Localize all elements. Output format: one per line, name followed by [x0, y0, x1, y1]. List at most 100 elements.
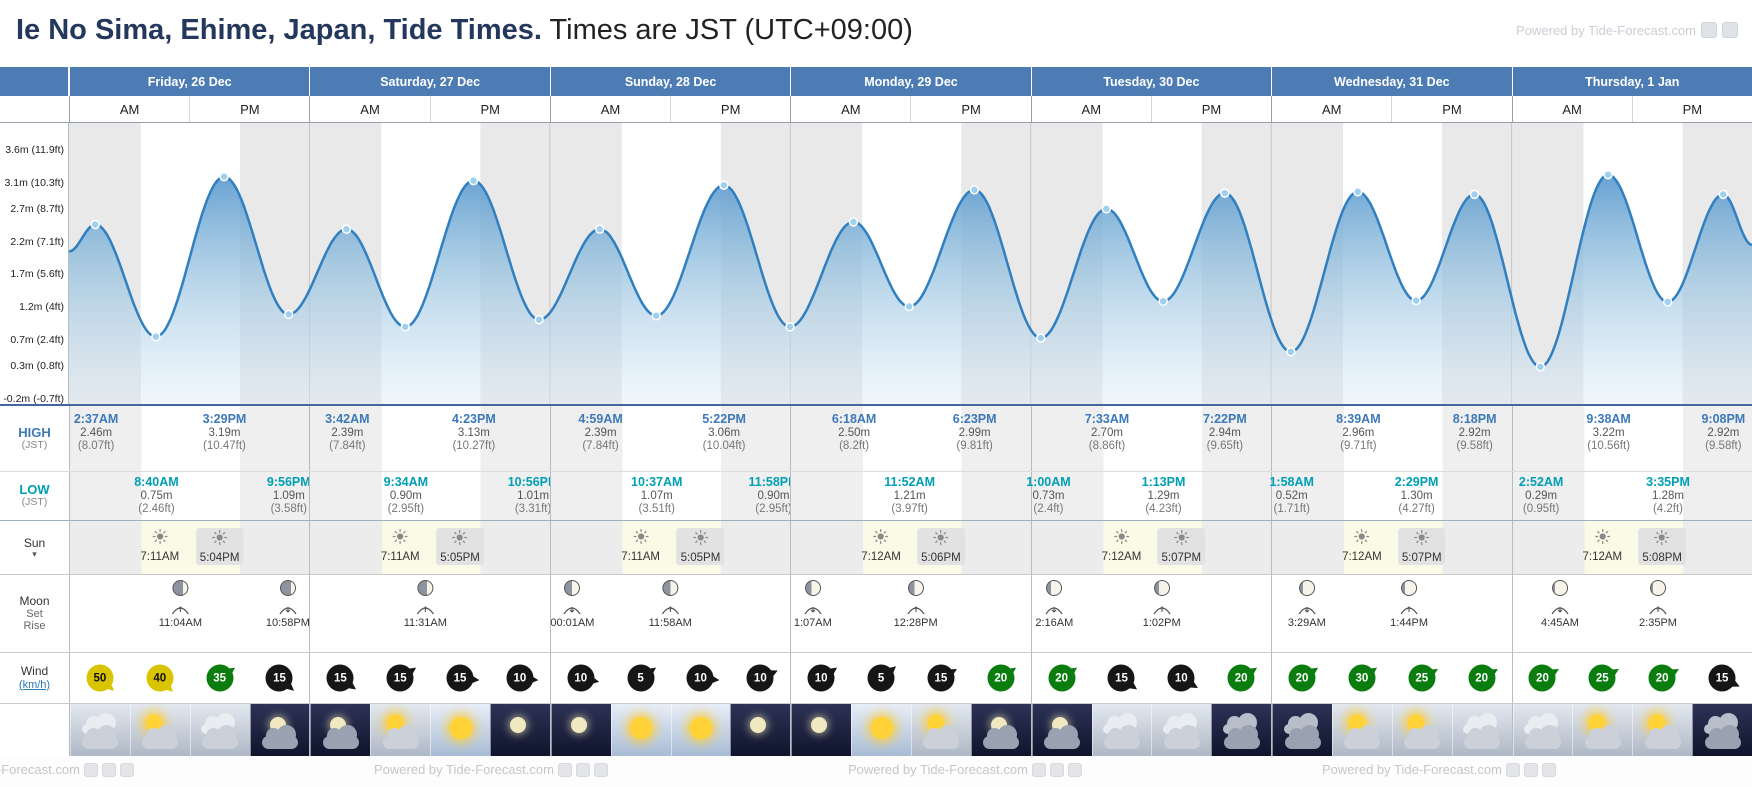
low-tide-entry: 1:00AM 0.73m (2.4ft) [1026, 475, 1070, 517]
tide-height-ft: (10.56ft) [1587, 440, 1631, 453]
wind-speed-badge: 30 [1348, 663, 1380, 692]
sunset-time: 5:08PM [1642, 551, 1682, 564]
tide-height-m: 2.39m [584, 426, 617, 439]
cloud-icon [983, 725, 1020, 749]
moon-label: Moon [19, 593, 50, 608]
high-tide-point [341, 224, 352, 234]
cloud-icon [202, 725, 239, 749]
footer-watermark[interactable]: Powered by Tide-Forecast.com [1322, 762, 1556, 777]
footer-watermark[interactable]: Powered by Tide-Forecast.com [0, 762, 134, 777]
moon-row: Moon Set Rise 11:04AM 10:58PM 11:31AM 00:01… [0, 575, 1752, 653]
share-icon [101, 762, 116, 777]
tide-height-m: 1.28m [1652, 489, 1684, 502]
low-tide-point [400, 322, 411, 332]
high-row-label: HIGH (JST) [0, 406, 69, 471]
tide-time: 2:52AM [1518, 475, 1564, 489]
day-cell: 3:42AM 2.39m (7.84ft) 4:23PM 3.13m (10.27ft) [309, 406, 550, 471]
sun-icon [1407, 714, 1425, 732]
pm-label: PM [189, 96, 309, 122]
sunset-icon [1413, 530, 1430, 550]
moon-rise-time: 12:28PM [893, 617, 938, 630]
cloud-icon [1704, 725, 1741, 749]
sun-icon [386, 714, 404, 732]
wind-speed-badge: 15 [326, 664, 359, 692]
night-clear-weather-icon [730, 704, 791, 756]
moon-icon [811, 716, 828, 733]
day-cell: 11:04AM 10:58PM [69, 575, 310, 652]
share-icon [593, 762, 608, 777]
cloud-icon [1223, 725, 1260, 749]
y-axis-label: 3.1m (10.3ft) [4, 176, 64, 189]
watermark-text: Powered by Tide-Forecast.com [374, 762, 554, 777]
moon-rise-arc-icon [404, 605, 447, 615]
y-axis-label: 3.6m (11.9ft) [5, 143, 64, 156]
wind-speed-value: 40 [146, 664, 174, 692]
wind-speed-badge: 50 [86, 664, 118, 693]
moon-phase-icon [1401, 580, 1418, 596]
low-row-label: LOW (JST) [0, 472, 69, 520]
tide-height-m: 2.70m [1091, 426, 1123, 439]
am-label: AM [1562, 101, 1582, 117]
page-title: Ie No Sima, Ehime, Japan, Tide Times. Ti… [16, 14, 913, 47]
day-header-cell: Thursday, 1 Jan [1511, 67, 1752, 96]
low-tide-point [1535, 362, 1546, 372]
ampm-pair: AM PM [1511, 96, 1752, 122]
wind-speed-value: 10 [1167, 664, 1195, 692]
wind-speed-value: 50 [86, 664, 114, 692]
tide-time: 9:08PM [1701, 412, 1746, 426]
tide-height-m: 1.21m [893, 489, 926, 502]
footer-watermark[interactable]: Powered by Tide-Forecast.com [374, 762, 608, 777]
low-tide-point [785, 322, 795, 332]
sun-row-label[interactable]: Sun ▾ [0, 521, 69, 574]
wind-speed-badge: 20 [1648, 664, 1681, 692]
tide-height-m: 2.50m [838, 426, 871, 439]
ampm-row: AM PM AM PM AM PM AM PM AM PM AM PM AM PM [0, 96, 1752, 123]
tide-height-m: 1.09m [272, 489, 305, 502]
moon-phase-icon [662, 580, 679, 596]
share-icon[interactable] [1701, 22, 1717, 38]
low-tide-point [1035, 333, 1046, 343]
tide-height-ft: (2.4ft) [1033, 503, 1064, 516]
low-tide-point [651, 310, 661, 321]
high-tide-entry: 7:22PM 2.94m (9.65ft) [1203, 412, 1247, 454]
tide-height-ft: (9.71ft) [1340, 440, 1377, 453]
wind-speed-value: 5 [627, 664, 655, 692]
am-label: AM [841, 101, 861, 117]
day-cell [1271, 704, 1512, 756]
tide-height-ft: (3.58ft) [270, 503, 308, 516]
wind-unit-link[interactable]: (km/h) [18, 678, 51, 691]
wind-speed-badge: 40 [146, 664, 177, 694]
sunset-entry: 5:06PM [917, 528, 965, 566]
cloud-icon [1464, 725, 1501, 749]
tide-height-m: 3.19m [208, 426, 241, 439]
sun-icon [630, 716, 653, 739]
tide-height-m: 0.90m [757, 489, 790, 502]
wind-speed-badge: 15 [927, 664, 960, 692]
footer-watermark[interactable]: Powered by Tide-Forecast.com [848, 762, 1082, 777]
tide-time: 3:42AM [325, 412, 370, 426]
powered-by-watermark[interactable]: Powered by Tide-Forecast.com [1516, 22, 1738, 38]
sunset-time: 5:07PM [1161, 551, 1202, 564]
moon-rise-entry: 2:35PM [1639, 580, 1677, 630]
day-cell: 7:12AM 5:06PM [790, 521, 1031, 574]
sunrise-icon [632, 529, 649, 549]
sunrise-time: 7:11AM [380, 550, 420, 563]
night-cloudy-weather-icon [1272, 704, 1332, 756]
moon-phase-icon [172, 580, 189, 596]
high-tide-entry: 6:23PM 2.99m (9.81ft) [953, 412, 997, 454]
ampm-side-cell [0, 96, 69, 122]
share-icon[interactable] [1722, 22, 1738, 38]
tide-height-ft: (7.84ft) [582, 440, 619, 453]
wind-speed-value: 15 [446, 664, 474, 692]
wind-speed-value: 15 [927, 664, 955, 692]
corner-cell [0, 67, 69, 96]
sunny-weather-icon [430, 704, 490, 756]
sunrise-icon [1353, 529, 1370, 549]
tide-time: 2:29PM [1394, 475, 1439, 489]
sunset-time: 5:05PM [680, 551, 721, 564]
cloud-icon [1524, 725, 1561, 749]
sunset-time: 5:05PM [440, 551, 480, 564]
tide-time: 9:34AM [383, 475, 429, 489]
tide-height-ft: (8.2ft) [839, 440, 870, 453]
tide-time: 3:29PM [202, 412, 247, 426]
